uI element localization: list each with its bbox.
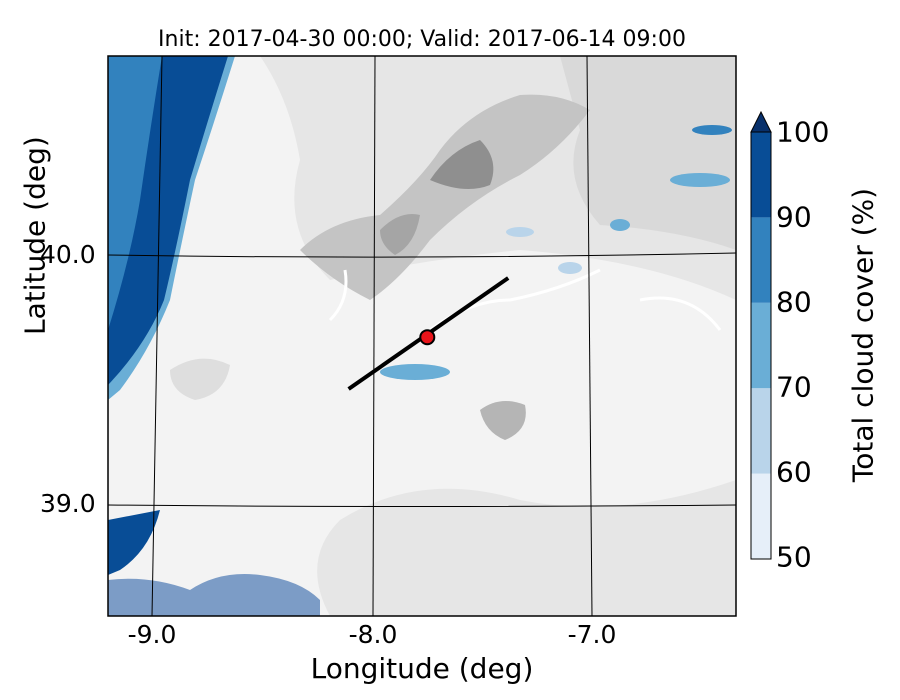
location-marker[interactable] xyxy=(419,329,436,346)
cloud-patch xyxy=(506,227,534,237)
colorbar-segment xyxy=(751,388,771,474)
xtick-label: -8.0 xyxy=(348,620,398,649)
terrain-northeast xyxy=(560,56,736,250)
terrain-hill xyxy=(480,401,526,440)
colorbar-label: Total cloud cover (%) xyxy=(846,187,880,483)
colorbar-segment xyxy=(751,473,771,559)
colorbar-tick: 90 xyxy=(776,200,812,234)
map-frame xyxy=(107,55,737,617)
y-axis-label: Latitude (deg) xyxy=(18,136,52,335)
colorbar-extend-arrow xyxy=(750,110,772,133)
colorbar-tick: 60 xyxy=(776,455,812,489)
map-title: Init: 2017-04-30 00:00; Valid: 2017-06-1… xyxy=(158,27,686,52)
terrain-range xyxy=(300,94,590,300)
ocean-south xyxy=(108,574,320,616)
map-area xyxy=(108,56,736,616)
cloud-patch xyxy=(670,173,730,187)
cloud-patch xyxy=(380,364,450,380)
colorbar-tick: 80 xyxy=(776,285,812,319)
x-axis-label: Longitude (deg) xyxy=(310,652,534,685)
cloud-coast-inner xyxy=(108,56,162,330)
terrain-peak xyxy=(430,140,494,189)
cloud-patch xyxy=(692,125,732,135)
colorbar-tick: 70 xyxy=(776,370,812,404)
cloud-patch xyxy=(610,219,630,231)
terrain-hill xyxy=(170,358,230,400)
colorbar-segment xyxy=(751,132,771,218)
colorbar-segment xyxy=(751,302,771,389)
colorbar-segment xyxy=(751,217,771,303)
colorbar-tick: 50 xyxy=(776,540,812,574)
ytick-label: 40.0 xyxy=(40,240,96,269)
colorbar-frame xyxy=(750,131,772,560)
graticule xyxy=(108,56,736,616)
terrain-peak xyxy=(380,214,420,255)
colorbar xyxy=(750,110,772,560)
cloud-patch xyxy=(558,262,582,274)
ytick-label: 39.0 xyxy=(40,489,96,518)
cloud-southwest xyxy=(108,510,160,575)
xtick-label: -7.0 xyxy=(567,620,617,649)
xtick-label: -9.0 xyxy=(127,620,177,649)
colorbar-tick: 100 xyxy=(776,115,830,149)
